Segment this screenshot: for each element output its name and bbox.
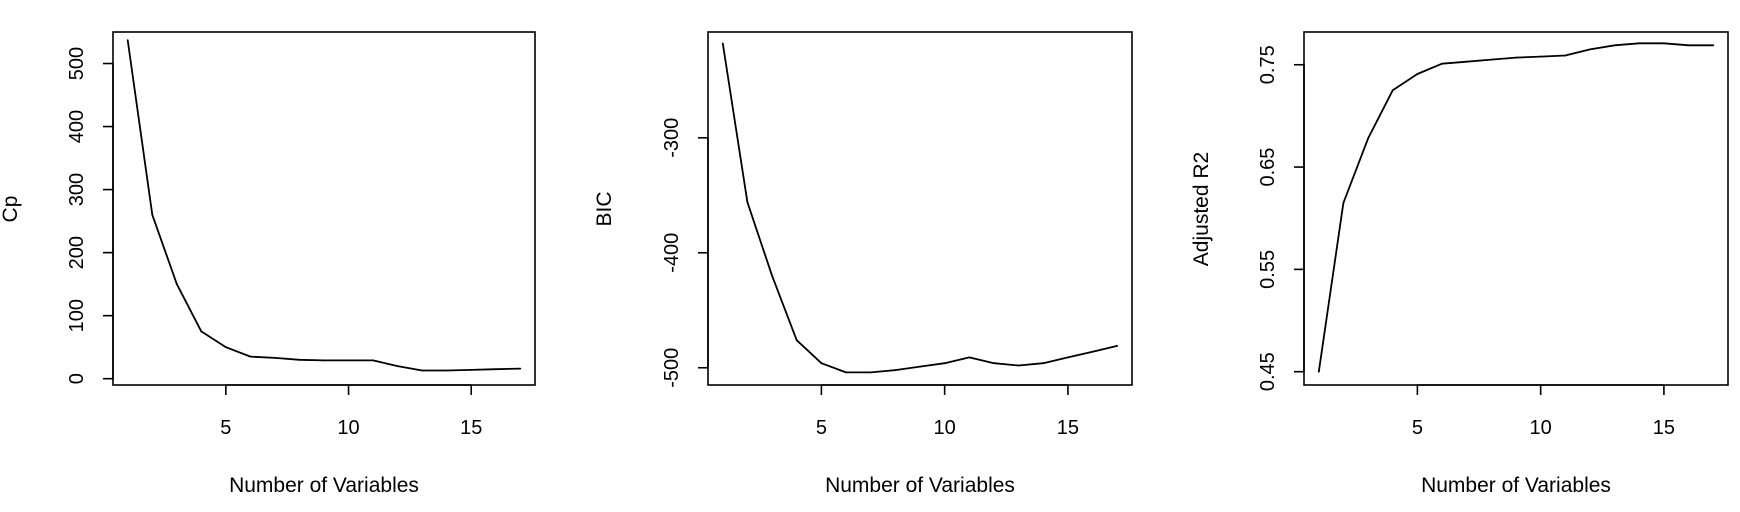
data-point xyxy=(421,369,424,372)
data-point xyxy=(1465,60,1468,63)
x-axis-label: Number of Variables xyxy=(1421,474,1611,497)
data-point xyxy=(249,355,252,358)
x-tick-label: 10 xyxy=(337,417,359,439)
data-point xyxy=(224,346,227,349)
data-point xyxy=(993,362,995,365)
data-point xyxy=(746,201,749,204)
data-point xyxy=(1589,48,1591,51)
series-line xyxy=(721,43,1118,374)
data-point xyxy=(1663,42,1665,45)
data-point xyxy=(1712,44,1715,47)
data-point xyxy=(494,368,497,371)
data-point xyxy=(396,365,399,367)
data-point xyxy=(721,42,724,45)
chart-panel-3: 5 10 15 0.45 0.55 0.65 0.75 Number of Variables… xyxy=(1190,31,1729,497)
data-point xyxy=(1042,362,1045,365)
data-point xyxy=(151,213,154,216)
chart-panel-2: 5 10 15 -500 -400 -300 Number of Variables BIC xyxy=(593,31,1133,497)
x-axis-label: Number of Variables xyxy=(229,474,419,497)
data-point xyxy=(1687,44,1690,47)
y-axis-label: BIC xyxy=(593,191,616,226)
data-point xyxy=(1564,54,1567,57)
data-point xyxy=(1391,89,1394,92)
plot-frame xyxy=(707,31,1133,386)
y-tick-label: -500 xyxy=(661,348,683,388)
x-tick-label: 5 xyxy=(220,417,231,439)
data-point xyxy=(1367,137,1369,140)
y-tick-label: 500 xyxy=(66,47,88,80)
y-tick-label: 300 xyxy=(66,173,88,206)
x-tick-label: 5 xyxy=(1412,417,1423,439)
data-point xyxy=(274,356,276,359)
y-tick-label: -300 xyxy=(661,118,683,158)
y-tick-label: 100 xyxy=(66,299,88,332)
data-point xyxy=(1317,370,1320,373)
data-point xyxy=(519,367,522,370)
y-tick-label: 0.45 xyxy=(1257,352,1279,391)
series-line xyxy=(126,40,521,372)
data-point xyxy=(771,274,773,277)
data-point xyxy=(1017,364,1020,367)
x-tick-label: 15 xyxy=(460,417,482,439)
data-point xyxy=(445,369,448,372)
data-point xyxy=(1416,73,1419,75)
plot-frame xyxy=(112,31,536,386)
plot-frame xyxy=(1303,31,1729,386)
data-point xyxy=(175,283,178,286)
data-point xyxy=(943,362,946,365)
y-axis-label: Cp xyxy=(0,196,22,223)
data-point xyxy=(795,339,798,342)
data-point xyxy=(298,358,301,361)
data-point xyxy=(347,359,350,362)
data-point xyxy=(200,330,203,333)
data-point xyxy=(820,362,823,365)
y-axis-label: Adjusted R2 xyxy=(1190,152,1213,266)
y-tick-label: 0.55 xyxy=(1257,250,1279,289)
data-point xyxy=(1441,62,1443,65)
y-tick-label: 200 xyxy=(66,236,88,269)
data-point xyxy=(1067,356,1069,359)
data-point xyxy=(919,365,921,368)
data-point xyxy=(1490,58,1493,61)
data-point xyxy=(1342,201,1345,204)
x-tick-label: 10 xyxy=(934,417,956,439)
data-point xyxy=(1638,42,1641,45)
x-tick-label: 5 xyxy=(816,417,827,439)
data-point xyxy=(126,39,129,42)
data-point xyxy=(1116,345,1119,347)
y-tick-label: 0.75 xyxy=(1257,45,1279,84)
data-point xyxy=(845,371,847,374)
data-point xyxy=(1613,44,1616,47)
y-tick-label: 0.65 xyxy=(1257,148,1279,187)
data-point xyxy=(1539,55,1542,58)
chart-panel-1: 5 10 15 0 100 200 300 400 500 Number of Variables… xyxy=(0,31,536,497)
x-tick-label: 15 xyxy=(1057,417,1079,439)
x-tick-label: 15 xyxy=(1653,417,1675,439)
y-tick-label: 0 xyxy=(66,373,88,384)
data-point xyxy=(470,368,473,371)
series-line xyxy=(1317,42,1714,372)
x-tick-label: 10 xyxy=(1530,417,1552,439)
data-point xyxy=(968,356,971,359)
x-axis-label: Number of Variables xyxy=(825,474,1015,497)
data-point xyxy=(894,369,897,371)
data-point xyxy=(372,359,374,362)
data-point xyxy=(1515,56,1517,59)
data-point xyxy=(1091,350,1094,353)
data-point xyxy=(869,371,872,374)
y-tick-label: -400 xyxy=(661,233,683,273)
y-tick-label: 400 xyxy=(66,110,88,143)
data-point xyxy=(323,359,325,362)
